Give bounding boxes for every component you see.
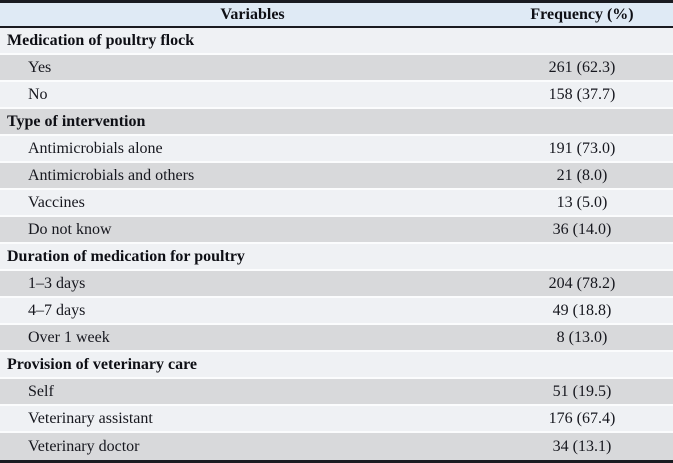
table-row-veterinary-assistant: Veterinary assistant 176 (67.4) (0, 406, 673, 433)
table-row-1-3-days: 1–3 days 204 (78.2) (0, 271, 673, 298)
frequency-value: 8 (13.0) (556, 328, 608, 346)
table-row-self: Self 51 (19.5) (0, 379, 673, 406)
frequency-value: 21 (8.0) (556, 166, 608, 184)
frequency-value: 261 (62.3) (548, 58, 616, 76)
variable-label: Over 1 week (28, 328, 110, 346)
frequency-value: 176 (67.4) (548, 409, 616, 427)
variable-label: Self (28, 382, 54, 400)
frequency-value: 49 (18.8) (552, 301, 612, 319)
section-title: Type of intervention (7, 112, 146, 130)
frequency-value: 36 (14.0) (552, 220, 612, 238)
section-row-medication-of-poultry-flock: Medication of poultry flock (0, 28, 673, 55)
section-row-duration-of-medication-for-poultry: Duration of medication for poultry (0, 244, 673, 271)
section-title: Medication of poultry flock (7, 31, 195, 49)
variable-label: Antimicrobials and others (28, 166, 195, 184)
table-row-over-1-week: Over 1 week 8 (13.0) (0, 325, 673, 352)
section-row-provision-of-veterinary-care: Provision of veterinary care (0, 352, 673, 379)
frequency-value: 204 (78.2) (548, 274, 616, 292)
frequency-value: 51 (19.5) (552, 382, 612, 400)
column-header-frequency: Frequency (%) (530, 5, 634, 23)
table-row-antimicrobials-and-others: Antimicrobials and others 21 (8.0) (0, 163, 673, 190)
column-header-variables: Variables (220, 5, 285, 23)
table-row-veterinary-doctor: Veterinary doctor 34 (13.1) (0, 433, 673, 460)
section-title: Provision of veterinary care (7, 355, 198, 373)
table-row-4-7-days: 4–7 days 49 (18.8) (0, 298, 673, 325)
variable-label: Antimicrobials alone (28, 139, 163, 157)
frequency-value: 191 (73.0) (548, 139, 616, 157)
table-header-row: Variables Frequency (%) (0, 3, 673, 28)
table-row-no: No 158 (37.7) (0, 82, 673, 109)
table-body: Medication of poultry flock Yes 261 (62.3)… (0, 28, 673, 460)
frequency-value: 13 (5.0) (556, 193, 608, 211)
variable-label: Do not know (28, 220, 112, 238)
variable-label: 4–7 days (28, 301, 86, 319)
variable-label: 1–3 days (28, 274, 86, 292)
section-title: Duration of medication for poultry (7, 247, 245, 265)
table-row-antimicrobials-alone: Antimicrobials alone 191 (73.0) (0, 136, 673, 163)
variable-label: Veterinary assistant (28, 409, 153, 427)
table-row-vaccines: Vaccines 13 (5.0) (0, 190, 673, 217)
variable-label: Veterinary doctor (28, 437, 140, 455)
variable-label: Vaccines (28, 193, 85, 211)
frequency-value: 158 (37.7) (548, 85, 616, 103)
section-row-type-of-intervention: Type of intervention (0, 109, 673, 136)
table-row-do-not-know: Do not know 36 (14.0) (0, 217, 673, 244)
variable-label: Yes (28, 58, 52, 76)
variable-label: No (28, 85, 48, 103)
table-row-yes: Yes 261 (62.3) (0, 55, 673, 82)
frequency-value: 34 (13.1) (552, 437, 612, 455)
